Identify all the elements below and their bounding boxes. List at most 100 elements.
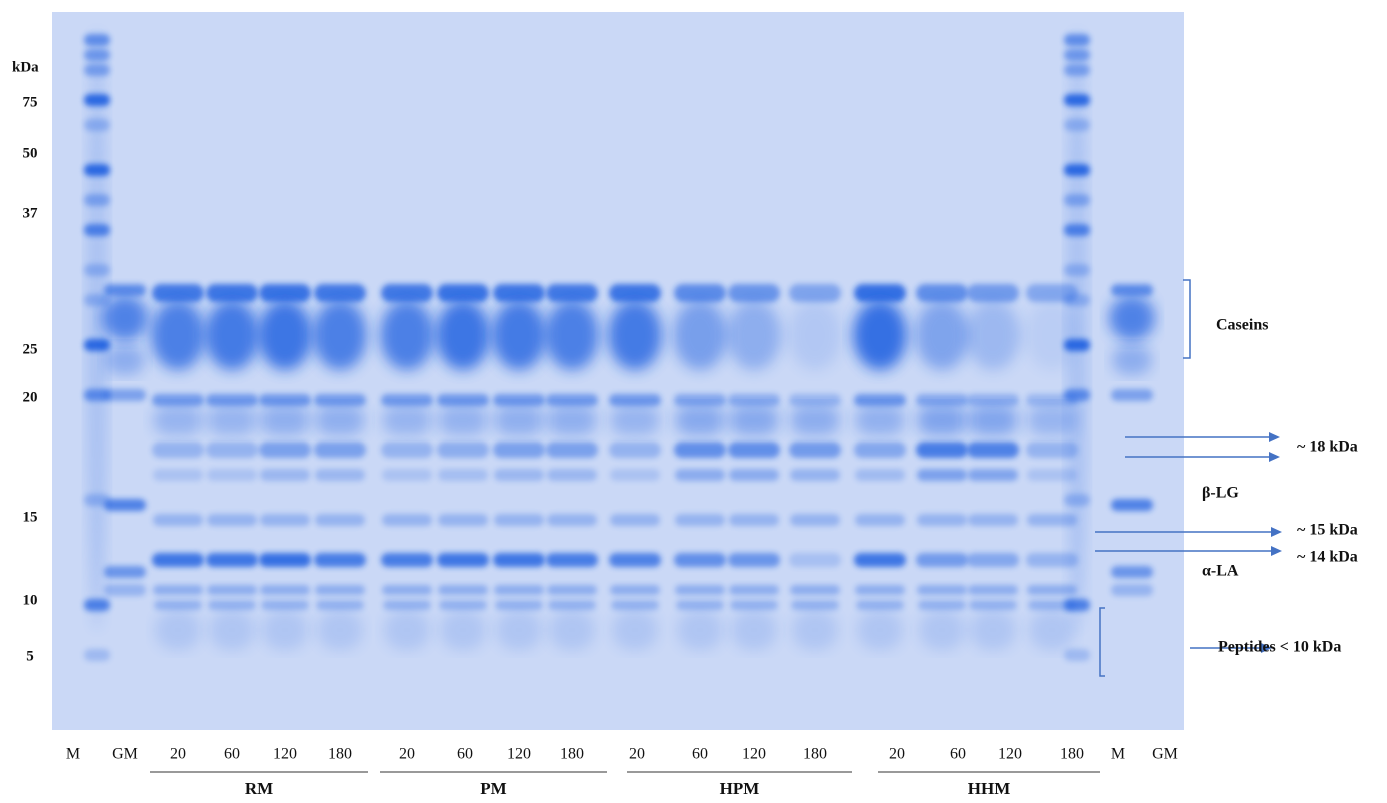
- band: [856, 600, 904, 610]
- band: [494, 585, 544, 595]
- band: [792, 610, 838, 650]
- band: [916, 553, 968, 567]
- band: [437, 442, 489, 458]
- band: [789, 442, 841, 458]
- band: [153, 405, 203, 435]
- lane-label: 60: [950, 746, 966, 763]
- band: [674, 442, 726, 458]
- band: [438, 514, 488, 526]
- band: [496, 610, 542, 650]
- band: [105, 345, 145, 375]
- band: [380, 300, 434, 370]
- band: [729, 469, 779, 481]
- band: [853, 300, 907, 370]
- band: [729, 585, 779, 595]
- band: [729, 514, 779, 526]
- band: [315, 405, 365, 435]
- lane-label: 20: [889, 746, 905, 763]
- band: [493, 284, 545, 302]
- band: [151, 300, 205, 370]
- band: [314, 284, 366, 302]
- band: [438, 405, 488, 435]
- band: [854, 394, 906, 406]
- band: [968, 405, 1018, 435]
- group-label: HPM: [720, 779, 760, 798]
- band: [152, 442, 204, 458]
- band: [493, 553, 545, 567]
- band: [493, 394, 545, 406]
- band: [728, 394, 780, 406]
- band: [152, 553, 204, 567]
- band: [1027, 405, 1077, 435]
- band: [970, 610, 1016, 650]
- band: [1111, 284, 1153, 296]
- band: [381, 284, 433, 302]
- arrows: [1095, 436, 1272, 649]
- band: [609, 442, 661, 458]
- annotation: ~ 18 kDa: [1297, 439, 1358, 456]
- band: [1026, 442, 1078, 458]
- band: [547, 585, 597, 595]
- band: [209, 610, 255, 650]
- band: [854, 284, 906, 302]
- band: [1111, 389, 1153, 401]
- band: [438, 469, 488, 481]
- band: [494, 514, 544, 526]
- band: [916, 284, 968, 302]
- band: [153, 585, 203, 595]
- marker-size: 10: [23, 592, 38, 608]
- band: [545, 300, 599, 370]
- band: [609, 553, 661, 567]
- band: [968, 469, 1018, 481]
- band: [547, 469, 597, 481]
- band: [789, 284, 841, 302]
- band: [437, 284, 489, 302]
- band: [313, 300, 367, 370]
- band: [381, 553, 433, 567]
- band: [731, 610, 777, 650]
- band: [104, 584, 146, 596]
- band: [674, 394, 726, 406]
- band: [788, 300, 842, 370]
- band: [104, 389, 146, 401]
- band: [494, 469, 544, 481]
- band: [546, 284, 598, 302]
- band: [917, 405, 967, 435]
- band: [967, 394, 1019, 406]
- annotation: ~ 14 kDa: [1297, 549, 1358, 566]
- band: [916, 394, 968, 406]
- band: [609, 394, 661, 406]
- lane-label: GM: [1152, 746, 1178, 763]
- band: [206, 394, 258, 406]
- band: [260, 405, 310, 435]
- band: [674, 284, 726, 302]
- band: [916, 442, 968, 458]
- band: [492, 300, 546, 370]
- lane-label: 120: [742, 746, 766, 763]
- group-label: RM: [245, 779, 273, 798]
- annotation: β-LG: [1202, 485, 1239, 502]
- band: [917, 585, 967, 595]
- band: [612, 610, 658, 650]
- band: [918, 600, 966, 610]
- brackets: [1099, 279, 1191, 677]
- marker-unit: kDa: [12, 59, 39, 75]
- band: [855, 585, 905, 595]
- band: [608, 300, 662, 370]
- band: [1111, 566, 1153, 578]
- band: [206, 442, 258, 458]
- band: [1027, 469, 1077, 481]
- band: [437, 553, 489, 567]
- band: [1111, 584, 1153, 596]
- lane-label: GM: [112, 746, 138, 763]
- band: [610, 405, 660, 435]
- band: [1029, 610, 1075, 650]
- band: [855, 469, 905, 481]
- band: [438, 585, 488, 595]
- band: [260, 514, 310, 526]
- band: [547, 514, 597, 526]
- band: [1025, 300, 1079, 370]
- band: [789, 394, 841, 406]
- lane-label: 60: [224, 746, 240, 763]
- band: [382, 514, 432, 526]
